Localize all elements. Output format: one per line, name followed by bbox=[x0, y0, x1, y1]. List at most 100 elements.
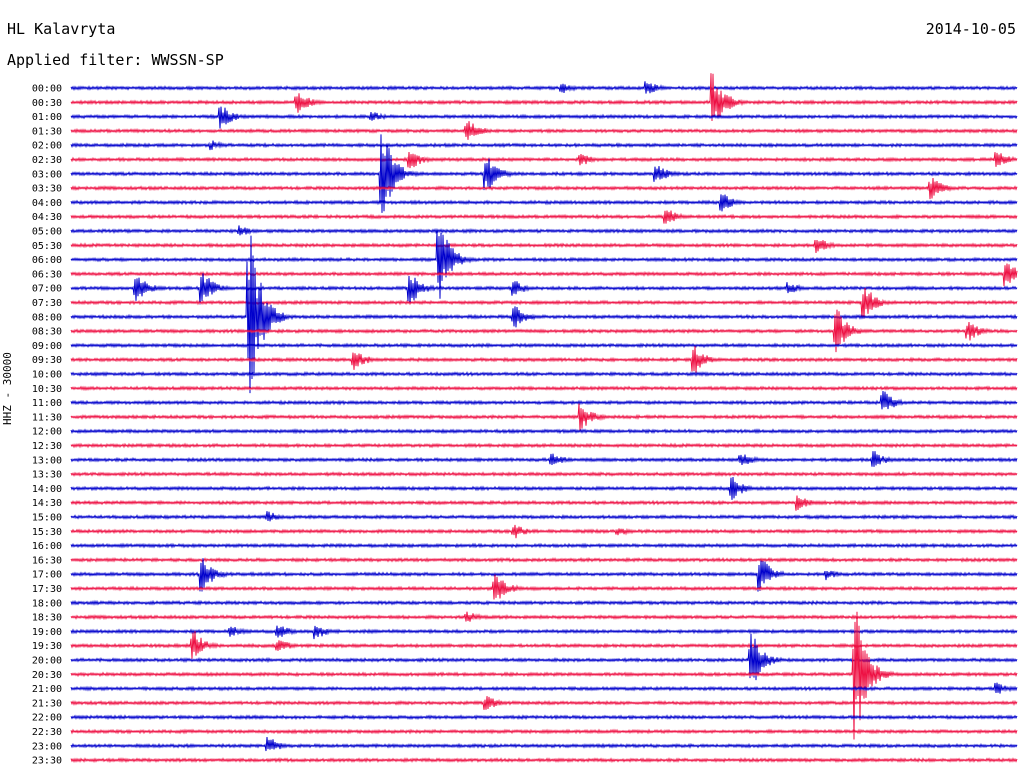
time-label: 05:30 bbox=[32, 241, 62, 252]
date-label: 2014-10-05 bbox=[925, 20, 1016, 38]
time-label: 06:00 bbox=[32, 255, 62, 266]
trace-line bbox=[70, 346, 1018, 373]
trace-line bbox=[70, 309, 1018, 353]
time-label: 00:30 bbox=[32, 98, 62, 109]
trace-line bbox=[70, 511, 1018, 522]
trace-line bbox=[70, 556, 1018, 563]
time-label: 02:00 bbox=[32, 141, 62, 152]
trace-line bbox=[70, 714, 1018, 721]
time-label: 18:30 bbox=[32, 613, 62, 624]
time-label: 00:00 bbox=[32, 84, 62, 95]
trace-line bbox=[70, 140, 1018, 151]
trace-line bbox=[70, 134, 1018, 213]
trace-line bbox=[70, 403, 1018, 431]
trace-line bbox=[70, 542, 1018, 549]
time-label: 04:00 bbox=[32, 198, 62, 209]
trace-line bbox=[70, 728, 1018, 735]
time-label: 05:00 bbox=[32, 227, 62, 238]
time-label: 11:30 bbox=[32, 412, 62, 423]
trace-line bbox=[70, 625, 1018, 640]
time-label: 16:00 bbox=[32, 541, 62, 552]
trace-line bbox=[70, 428, 1018, 435]
trace-line bbox=[70, 106, 1018, 129]
trace-line bbox=[70, 631, 1018, 659]
trace-line bbox=[70, 385, 1018, 392]
time-label: 08:00 bbox=[32, 312, 62, 323]
time-label: 16:30 bbox=[32, 555, 62, 566]
trace-line bbox=[70, 121, 1018, 140]
time-label: 23:30 bbox=[32, 756, 62, 767]
trace-line bbox=[70, 287, 1018, 319]
trace-line bbox=[70, 239, 1018, 254]
time-label: 15:30 bbox=[32, 527, 62, 538]
trace-line bbox=[70, 524, 1018, 539]
time-label: 13:30 bbox=[32, 470, 62, 481]
trace-line bbox=[70, 495, 1018, 511]
time-label: 07:00 bbox=[32, 284, 62, 295]
time-label: 02:30 bbox=[32, 155, 62, 166]
time-label: 17:00 bbox=[32, 570, 62, 581]
trace-line bbox=[70, 390, 1018, 410]
trace-line bbox=[70, 273, 1018, 305]
trace-line bbox=[70, 476, 1018, 500]
trace-line bbox=[70, 225, 1018, 236]
trace-line bbox=[70, 235, 1018, 394]
trace-line bbox=[70, 263, 1018, 287]
time-label: 22:30 bbox=[32, 727, 62, 738]
trace-line bbox=[70, 451, 1018, 467]
time-label: 14:30 bbox=[32, 498, 62, 509]
time-label: 17:30 bbox=[32, 584, 62, 595]
trace-line bbox=[70, 151, 1018, 169]
time-label: 20:00 bbox=[32, 656, 62, 667]
trace-line bbox=[70, 230, 1018, 299]
time-label: 03:00 bbox=[32, 169, 62, 180]
trace-line bbox=[70, 757, 1018, 764]
time-label-group: 00:00 00:30 01:00 01:30 02:00 02:30 03:00 03:30… bbox=[32, 84, 62, 767]
time-label: 04:30 bbox=[32, 212, 62, 223]
time-label: 15:00 bbox=[32, 513, 62, 524]
trace-line bbox=[70, 73, 1018, 122]
trace-line bbox=[70, 736, 1018, 752]
time-label: 20:30 bbox=[32, 670, 62, 681]
trace-line bbox=[70, 599, 1018, 606]
trace-line bbox=[70, 611, 1018, 622]
time-label: 10:00 bbox=[32, 370, 62, 381]
time-label: 19:30 bbox=[32, 641, 62, 652]
trace-group bbox=[70, 73, 1018, 764]
time-label: 01:30 bbox=[32, 126, 62, 137]
trace-line bbox=[70, 696, 1018, 710]
time-label: 08:30 bbox=[32, 327, 62, 338]
time-label: 06:30 bbox=[32, 269, 62, 280]
time-label: 12:00 bbox=[32, 427, 62, 438]
trace-line bbox=[70, 210, 1018, 224]
trace-line bbox=[70, 471, 1018, 478]
time-label: 10:30 bbox=[32, 384, 62, 395]
trace-line bbox=[70, 194, 1018, 212]
trace-line bbox=[70, 342, 1018, 349]
filter-label: Applied filter: WWSSN-SP bbox=[7, 51, 224, 69]
time-label: 21:30 bbox=[32, 698, 62, 709]
time-label: 18:00 bbox=[32, 598, 62, 609]
station-title: HL Kalavryta bbox=[7, 20, 116, 38]
time-label: 22:00 bbox=[32, 713, 62, 724]
trace-line bbox=[70, 370, 1018, 378]
time-label: 21:00 bbox=[32, 684, 62, 695]
time-label: 07:30 bbox=[32, 298, 62, 309]
time-label: 19:00 bbox=[32, 627, 62, 638]
trace-line bbox=[70, 81, 1018, 94]
time-label: 01:00 bbox=[32, 112, 62, 123]
trace-line bbox=[70, 177, 1018, 200]
trace-line bbox=[70, 611, 1018, 740]
time-label: 13:00 bbox=[32, 455, 62, 466]
time-label: 09:30 bbox=[32, 355, 62, 366]
trace-line bbox=[70, 442, 1018, 449]
time-label: 14:00 bbox=[32, 484, 62, 495]
trace-line bbox=[70, 682, 1018, 694]
time-label: 12:30 bbox=[32, 441, 62, 452]
time-label: 11:00 bbox=[32, 398, 62, 409]
time-label: 09:00 bbox=[32, 341, 62, 352]
time-label: 23:00 bbox=[32, 741, 62, 752]
trace-line bbox=[70, 574, 1018, 600]
trace-line bbox=[70, 558, 1018, 592]
